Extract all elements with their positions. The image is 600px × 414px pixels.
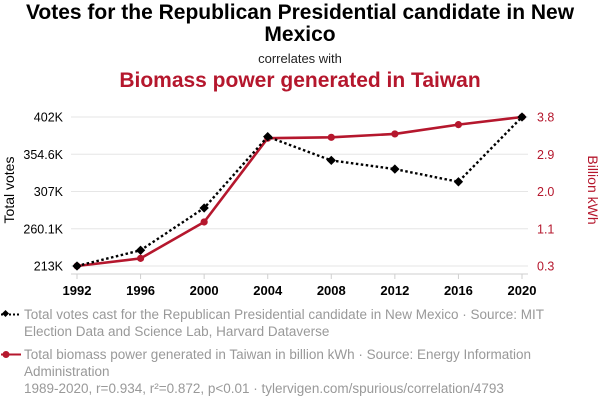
- x-tick-label: 1996: [126, 283, 155, 298]
- x-tick-label: 2016: [444, 283, 473, 298]
- x-axis-ticks: 1992 1996 2000 2004 2008 2012 2016 2020: [63, 273, 537, 298]
- x-tick-label: 2004: [253, 283, 283, 298]
- point-biomass: [327, 133, 335, 141]
- left-tick-label: 213K: [34, 260, 64, 274]
- chart-title-secondary: Biomass power generated in Taiwan: [119, 69, 481, 92]
- x-tick-label: 2012: [380, 283, 409, 298]
- left-axis-label: Total votes: [1, 157, 17, 224]
- chart-title-primary: Votes for the Republican Presidential ca…: [25, 1, 575, 46]
- point-votes: [453, 177, 464, 187]
- x-tick-label: 2020: [508, 283, 537, 298]
- point-biomass: [200, 218, 208, 226]
- x-tick-label: 2008: [317, 283, 346, 298]
- point-votes: [199, 203, 209, 213]
- point-votes: [390, 164, 400, 174]
- x-tick-label: 1992: [63, 283, 92, 298]
- chart-titles: Votes for the Republican Presidential ca…: [0, 0, 600, 93]
- right-tick-label: 1.1: [537, 222, 554, 236]
- chart-plot: 213K 260.1K 307K 354.6K 402K 0.3 1.1 2.0 2.9 3.8…: [1, 111, 600, 299]
- gridlines: [71, 116, 528, 267]
- legend-marker-biomass: [1, 351, 21, 358]
- point-votes: [326, 155, 336, 166]
- point-votes: [72, 261, 82, 271]
- series-line-biomass: [76, 115, 523, 268]
- point-biomass: [454, 121, 463, 129]
- series-layer: [72, 112, 527, 271]
- left-tick-label: 402K: [34, 111, 64, 125]
- left-tick-label: 260.1K: [23, 222, 63, 236]
- chart-subtitle: correlates with: [258, 51, 342, 66]
- footer-stats: 1989-2020, r=0.934, r²=0.872, p<0.01 · t…: [24, 381, 504, 396]
- left-tick-label: 354.6K: [23, 148, 63, 162]
- right-tick-label: 0.3: [537, 260, 554, 274]
- legend-label-votes: Total votes cast for the Republican Pres…: [24, 307, 544, 339]
- x-tick-label: 2000: [190, 283, 219, 298]
- right-tick-label: 3.8: [537, 111, 554, 125]
- right-tick-label: 2.9: [537, 148, 554, 162]
- right-axis-ticks: 0.3 1.1 2.0 2.9 3.8: [537, 111, 554, 274]
- series-line-votes: [76, 116, 523, 268]
- right-axis-label: Billion kWh: [585, 155, 600, 224]
- right-tick-label: 2.0: [537, 185, 554, 199]
- point-votes: [517, 112, 527, 122]
- legend-label-biomass: Total biomass power generated in Taiwan …: [24, 347, 532, 379]
- point-biomass: [136, 254, 145, 262]
- point-votes: [135, 245, 146, 255]
- point-biomass: [391, 130, 399, 138]
- legend-marker-votes: [1, 309, 21, 318]
- left-axis-ticks: 213K 260.1K 307K 354.6K 402K: [23, 111, 63, 274]
- left-tick-label: 307K: [34, 185, 64, 199]
- point-votes: [263, 132, 273, 142]
